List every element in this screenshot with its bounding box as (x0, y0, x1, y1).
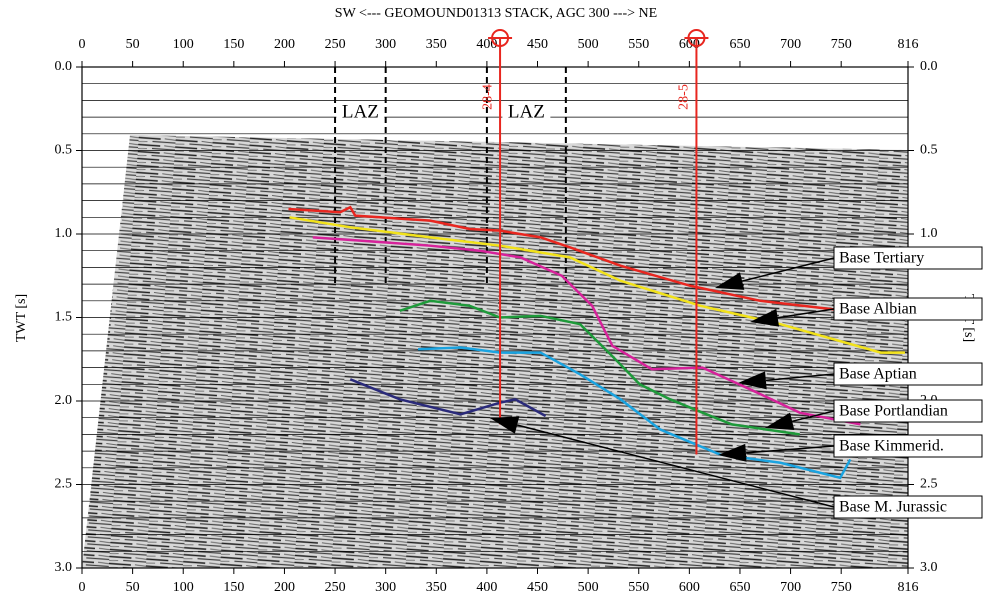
x-tick-label-top: 0 (79, 37, 86, 52)
callout-arrow (777, 308, 835, 319)
legend-label: Base Tertiary (839, 250, 924, 267)
callout-arrow (741, 257, 835, 282)
x-tick-label-top: 300 (375, 37, 396, 52)
callout-arrowhead (718, 443, 747, 462)
y2-tick-label: 0.0 (920, 59, 938, 74)
x-tick-label-top: 750 (831, 37, 852, 52)
y2-tick-label: 3.0 (920, 560, 938, 575)
callout-box (833, 362, 983, 386)
y-tick-label: 0.5 (55, 143, 73, 158)
horizon-line (349, 378, 547, 418)
x-tick-label: 250 (325, 580, 346, 595)
chart-title: SW <--- GEOMOUND01313 STACK, AGC 300 ---… (335, 6, 657, 21)
callout-box (833, 495, 983, 519)
x-tick-label: 400 (476, 580, 497, 595)
x-tick-label: 650 (729, 580, 750, 595)
legend-label: Base Kimmerid. (839, 438, 944, 455)
horizon-line (399, 299, 800, 436)
x-tick-label-top: 350 (426, 37, 447, 52)
callout-arrowhead (490, 416, 520, 434)
y-axis-label: TWT [s] (14, 294, 29, 342)
x-tick-label-top: 700 (780, 37, 801, 52)
x-tick-label-top: 250 (325, 37, 346, 52)
callout-box (833, 434, 983, 458)
legend-label: Base Portlandian (839, 403, 948, 420)
y-tick-label: 2.5 (55, 477, 73, 492)
x-tick-label: 350 (426, 580, 447, 595)
x-tick-label-top: 50 (126, 37, 140, 52)
well-label: 28-5 (677, 84, 692, 110)
horizon-line (312, 236, 861, 426)
x-tick-label-top: 816 (898, 37, 919, 52)
legend-label: Base Aptian (839, 366, 917, 383)
x-tick-label: 200 (274, 580, 295, 595)
y-tick-label: 3.0 (55, 560, 73, 575)
x-tick-label-top: 650 (729, 37, 750, 52)
legend-label: Base Albian (839, 301, 917, 318)
x-tick-label-top: 450 (527, 37, 548, 52)
callout-arrowhead (750, 308, 780, 327)
y2-tick-label: 0.5 (920, 143, 938, 158)
x-tick-label: 700 (780, 580, 801, 595)
y-tick-label: 0.0 (55, 59, 73, 74)
legend-label: Base M. Jurassic (839, 499, 947, 516)
x-tick-label: 750 (831, 580, 852, 595)
x-tick-label-top: 200 (274, 37, 295, 52)
x-tick-label: 100 (173, 580, 194, 595)
callout-arrow (745, 445, 835, 454)
callout-box (833, 399, 983, 423)
callout-arrow (516, 424, 835, 508)
callout-arrow (792, 410, 835, 423)
x-tick-label: 300 (375, 580, 396, 595)
callout-arrowhead (765, 412, 795, 431)
x-tick-label-top: 550 (628, 37, 649, 52)
x-tick-label: 600 (679, 580, 700, 595)
y2-tick-label: 2.5 (920, 477, 938, 492)
y-tick-label: 2.0 (55, 393, 73, 408)
x-tick-label: 500 (578, 580, 599, 595)
x-tick-label: 450 (527, 580, 548, 595)
callout-arrowhead (715, 272, 745, 290)
x-tick-label-top: 100 (173, 37, 194, 52)
y-tick-label: 1.5 (55, 310, 73, 325)
x-tick-label-top: 500 (578, 37, 599, 52)
x-tick-label-top: 600 (679, 37, 700, 52)
callout-box (833, 297, 983, 321)
horizon-line (418, 346, 852, 480)
y2-tick-label: 1.0 (920, 226, 938, 241)
x-tick-label: 0 (79, 580, 86, 595)
zone-label: LAZ (342, 101, 379, 122)
zone-label: LAZ (508, 101, 545, 122)
callout-box (833, 246, 983, 270)
zone-label-bg (336, 101, 385, 123)
callout-arrow (765, 373, 835, 382)
x-tick-label-top: 150 (223, 37, 244, 52)
x-tick-label: 50 (126, 580, 140, 595)
x-tick-label: 816 (898, 580, 919, 595)
y-tick-label: 1.0 (55, 226, 73, 241)
callout-arrowhead (738, 371, 767, 390)
horizon-line (289, 216, 905, 354)
well-label: 28-4 (480, 84, 495, 110)
x-tick-label: 550 (628, 580, 649, 595)
zone-label-bg (502, 101, 551, 123)
x-tick-label: 150 (223, 580, 244, 595)
